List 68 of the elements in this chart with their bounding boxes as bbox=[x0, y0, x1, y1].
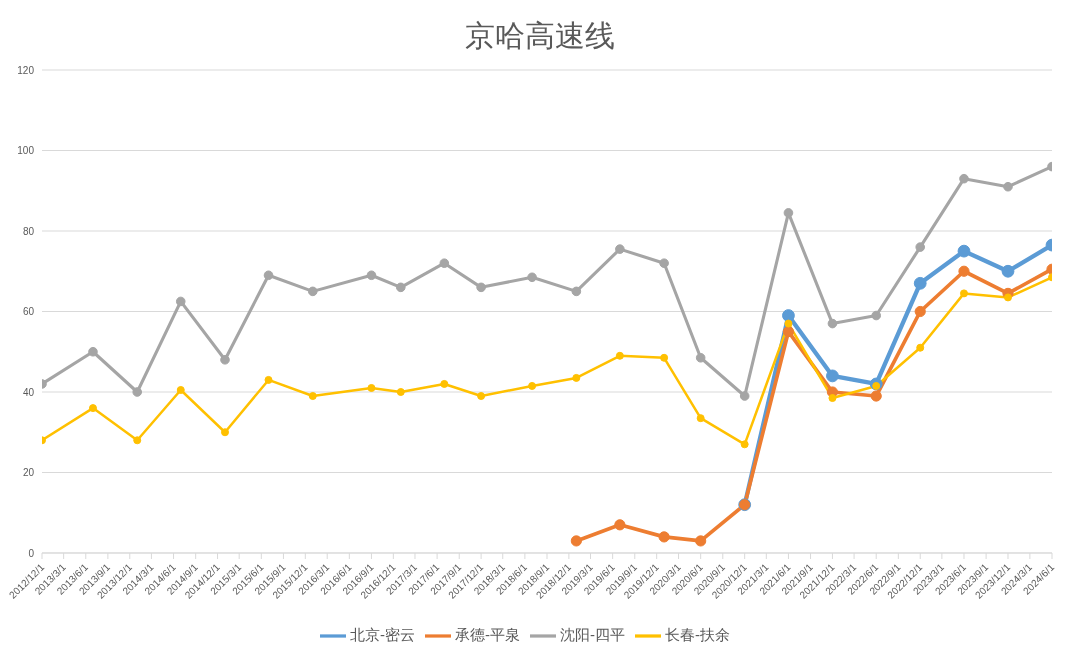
point bbox=[570, 535, 582, 547]
point bbox=[784, 319, 793, 328]
point bbox=[439, 258, 450, 268]
point bbox=[782, 309, 795, 322]
point bbox=[827, 318, 838, 329]
y-tick-label: 20 bbox=[22, 467, 35, 479]
point bbox=[88, 404, 97, 413]
point bbox=[957, 244, 971, 258]
point bbox=[658, 531, 670, 543]
point bbox=[959, 289, 968, 298]
point bbox=[1003, 181, 1013, 192]
point bbox=[221, 428, 229, 437]
point bbox=[871, 310, 882, 321]
chart-title: 京哈高速线 bbox=[464, 18, 616, 54]
point bbox=[614, 519, 626, 531]
point bbox=[958, 265, 970, 277]
point bbox=[133, 436, 142, 445]
point bbox=[366, 270, 377, 281]
point bbox=[572, 373, 581, 382]
point bbox=[660, 353, 669, 362]
y-tick-label: 100 bbox=[17, 145, 35, 157]
y-tick-label: 120 bbox=[17, 64, 35, 76]
point bbox=[913, 276, 927, 290]
point bbox=[695, 352, 706, 363]
point bbox=[132, 387, 143, 397]
legend-label: 长春-扶余 bbox=[665, 625, 730, 643]
point bbox=[175, 296, 186, 307]
point bbox=[396, 388, 405, 396]
legend-label: 承德-平泉 bbox=[455, 625, 520, 643]
point bbox=[782, 326, 795, 338]
point bbox=[440, 379, 449, 388]
point bbox=[88, 346, 98, 357]
point bbox=[476, 282, 486, 293]
point bbox=[826, 369, 839, 383]
point bbox=[959, 173, 969, 184]
point bbox=[696, 414, 705, 423]
point bbox=[615, 244, 625, 254]
point bbox=[527, 272, 537, 283]
point bbox=[915, 242, 926, 252]
point bbox=[308, 392, 317, 401]
y-tick-label: 60 bbox=[22, 306, 35, 318]
legend-label: 沈阳-四平 bbox=[560, 625, 625, 643]
point bbox=[739, 391, 750, 401]
point bbox=[176, 385, 185, 394]
point bbox=[1003, 293, 1012, 302]
y-tick-label: 0 bbox=[28, 547, 35, 559]
point bbox=[659, 258, 669, 268]
point bbox=[615, 351, 624, 360]
point bbox=[263, 270, 274, 281]
point bbox=[1001, 264, 1015, 278]
legend-label: 北京-密云 bbox=[350, 625, 415, 643]
point bbox=[528, 381, 537, 390]
point bbox=[395, 282, 406, 293]
y-tick-label: 80 bbox=[22, 225, 35, 237]
point bbox=[695, 535, 707, 547]
point bbox=[740, 440, 749, 449]
point bbox=[477, 392, 486, 401]
point bbox=[870, 390, 882, 402]
point bbox=[367, 383, 376, 392]
point bbox=[828, 394, 837, 403]
point bbox=[264, 375, 273, 384]
y-tick-label: 40 bbox=[22, 386, 35, 398]
point bbox=[914, 305, 926, 318]
point bbox=[220, 355, 230, 365]
point bbox=[571, 286, 582, 297]
point bbox=[783, 208, 794, 218]
point bbox=[307, 286, 318, 297]
point bbox=[916, 343, 925, 352]
